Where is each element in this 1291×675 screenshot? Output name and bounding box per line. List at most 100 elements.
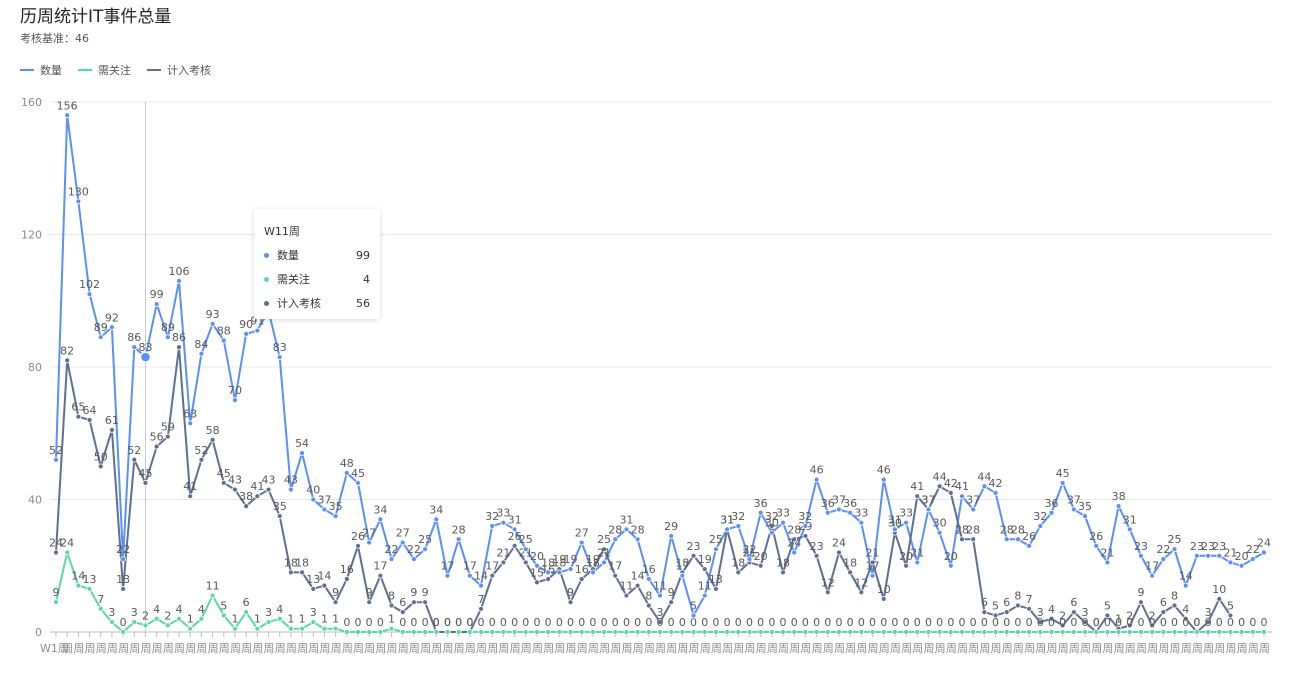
series-focus-data-label: 0 bbox=[433, 616, 440, 629]
series-assess-point bbox=[735, 569, 742, 576]
series-focus-data-label: 1 bbox=[321, 613, 328, 626]
series-count-data-label: 31 bbox=[888, 513, 902, 526]
series-focus-data-label: 1 bbox=[299, 613, 306, 626]
legend-item-assess[interactable]: 计入考核 bbox=[147, 62, 211, 78]
series-count-point bbox=[1126, 526, 1133, 533]
series-focus-point bbox=[981, 629, 988, 635]
series-count-point bbox=[869, 572, 876, 579]
series-assess-point bbox=[131, 456, 138, 463]
series-assess-point bbox=[1160, 609, 1167, 616]
series-count-data-label: 27 bbox=[362, 527, 376, 540]
series-assess-point bbox=[757, 562, 764, 569]
series-assess-point bbox=[120, 586, 127, 592]
series-count-data-label: 5 bbox=[690, 599, 697, 612]
series-count-data-label: 21 bbox=[910, 546, 924, 559]
series-assess-point bbox=[1037, 619, 1044, 625]
series-count-point bbox=[1070, 506, 1077, 513]
series-focus-point bbox=[164, 622, 171, 629]
series-focus-data-label: 0 bbox=[992, 616, 999, 629]
series-focus-data-label: 0 bbox=[1104, 616, 1111, 629]
series-count-point bbox=[567, 566, 574, 572]
series-focus-data-label: 1 bbox=[254, 613, 261, 626]
x-tick-label: 周 bbox=[308, 642, 319, 655]
series-focus-data-label: 0 bbox=[970, 616, 977, 629]
x-tick-label: 周 bbox=[554, 642, 565, 655]
series-focus-point bbox=[142, 622, 149, 629]
series-focus-data-label: 0 bbox=[623, 616, 630, 629]
series-assess-data-label: 30 bbox=[888, 517, 902, 530]
series-count-point bbox=[534, 562, 540, 569]
series-count-data-label: 23 bbox=[1134, 540, 1148, 553]
series-focus-data-label: 0 bbox=[377, 616, 384, 629]
series-focus-point bbox=[500, 629, 507, 635]
series-count-line bbox=[55, 114, 1265, 617]
series-assess-point bbox=[265, 486, 272, 493]
legend-item-count[interactable]: 数量 bbox=[20, 62, 62, 78]
series-assess-data-label: 13 bbox=[116, 573, 130, 586]
series-count-data-label: 90 bbox=[239, 318, 253, 331]
series-focus-data-label: 1 bbox=[388, 613, 395, 626]
series-assess-data-label: 7 bbox=[1026, 593, 1033, 606]
series-count-point bbox=[131, 344, 138, 351]
series-assess-point bbox=[959, 536, 965, 543]
series-assess-point bbox=[1182, 615, 1189, 622]
series-assess-point bbox=[1227, 612, 1234, 619]
series-count-point bbox=[936, 529, 943, 536]
series-focus-point bbox=[936, 629, 943, 635]
series-assess-data-label: 4 bbox=[1182, 603, 1189, 616]
series-count-point bbox=[153, 301, 160, 307]
series-count-data-label: 48 bbox=[340, 457, 354, 470]
series-focus-point bbox=[824, 629, 831, 635]
x-tick-label: 周 bbox=[666, 642, 677, 655]
series-focus-point bbox=[64, 549, 71, 556]
series-assess-point bbox=[601, 546, 607, 553]
series-count-data-label: 54 bbox=[295, 437, 309, 450]
series-count-data-label: 37 bbox=[921, 493, 935, 506]
series-count-data-label: 70 bbox=[228, 384, 242, 397]
series-count-data-label: 18 bbox=[586, 556, 600, 569]
series-focus-point bbox=[153, 615, 160, 622]
tooltip-dot-assess bbox=[264, 300, 269, 306]
series-focus-data-label: 0 bbox=[891, 616, 898, 629]
series-assess-point bbox=[768, 523, 775, 529]
series-assess-point bbox=[198, 456, 205, 463]
x-tick-label: 周 bbox=[1024, 642, 1035, 655]
series-assess-point bbox=[377, 572, 384, 579]
series-count-point bbox=[75, 198, 82, 205]
series-assess-point bbox=[142, 480, 149, 486]
series-count-data-label: 92 bbox=[105, 311, 119, 324]
y-tick-label: 80 bbox=[28, 361, 42, 374]
series-count-data-label: 17 bbox=[675, 560, 689, 573]
series-focus-data-label: 0 bbox=[522, 616, 529, 629]
series-focus-data-label: 0 bbox=[1182, 616, 1189, 629]
series-focus-data-label: 0 bbox=[1205, 616, 1212, 629]
series-count-data-label: 25 bbox=[519, 533, 533, 546]
series-count-data-label: 28 bbox=[1000, 523, 1014, 536]
x-tick-label: 周 bbox=[744, 642, 755, 655]
series-assess-point bbox=[97, 463, 104, 470]
series-focus-data-label: 0 bbox=[511, 616, 518, 629]
series-assess-data-label: 24 bbox=[49, 537, 63, 550]
x-tick-label: 周 bbox=[96, 642, 107, 655]
series-assess-point bbox=[880, 595, 887, 602]
series-focus-data-label: 0 bbox=[1070, 616, 1077, 629]
series-assess-data-label: 58 bbox=[206, 424, 220, 437]
series-count-point bbox=[1171, 546, 1178, 553]
series-count-point bbox=[802, 523, 809, 529]
legend-label-assess: 计入考核 bbox=[167, 64, 211, 77]
series-focus-point bbox=[534, 629, 540, 635]
series-assess-data-label: 14 bbox=[317, 570, 331, 583]
series-count-point bbox=[500, 519, 507, 526]
series-focus-point bbox=[265, 619, 272, 625]
series-assess-point bbox=[668, 599, 675, 606]
series-focus-point bbox=[187, 625, 194, 632]
series-count-point bbox=[1003, 536, 1010, 543]
series-count-data-label: 32 bbox=[485, 510, 499, 523]
series-count-data-label: 22 bbox=[742, 543, 756, 556]
legend-item-focus[interactable]: 需关注 bbox=[78, 62, 131, 78]
series-count-point bbox=[377, 516, 384, 523]
series-assess-point bbox=[780, 569, 786, 576]
series-count-data-label: 45 bbox=[1056, 467, 1070, 480]
x-tick-label: 周 bbox=[275, 642, 286, 655]
